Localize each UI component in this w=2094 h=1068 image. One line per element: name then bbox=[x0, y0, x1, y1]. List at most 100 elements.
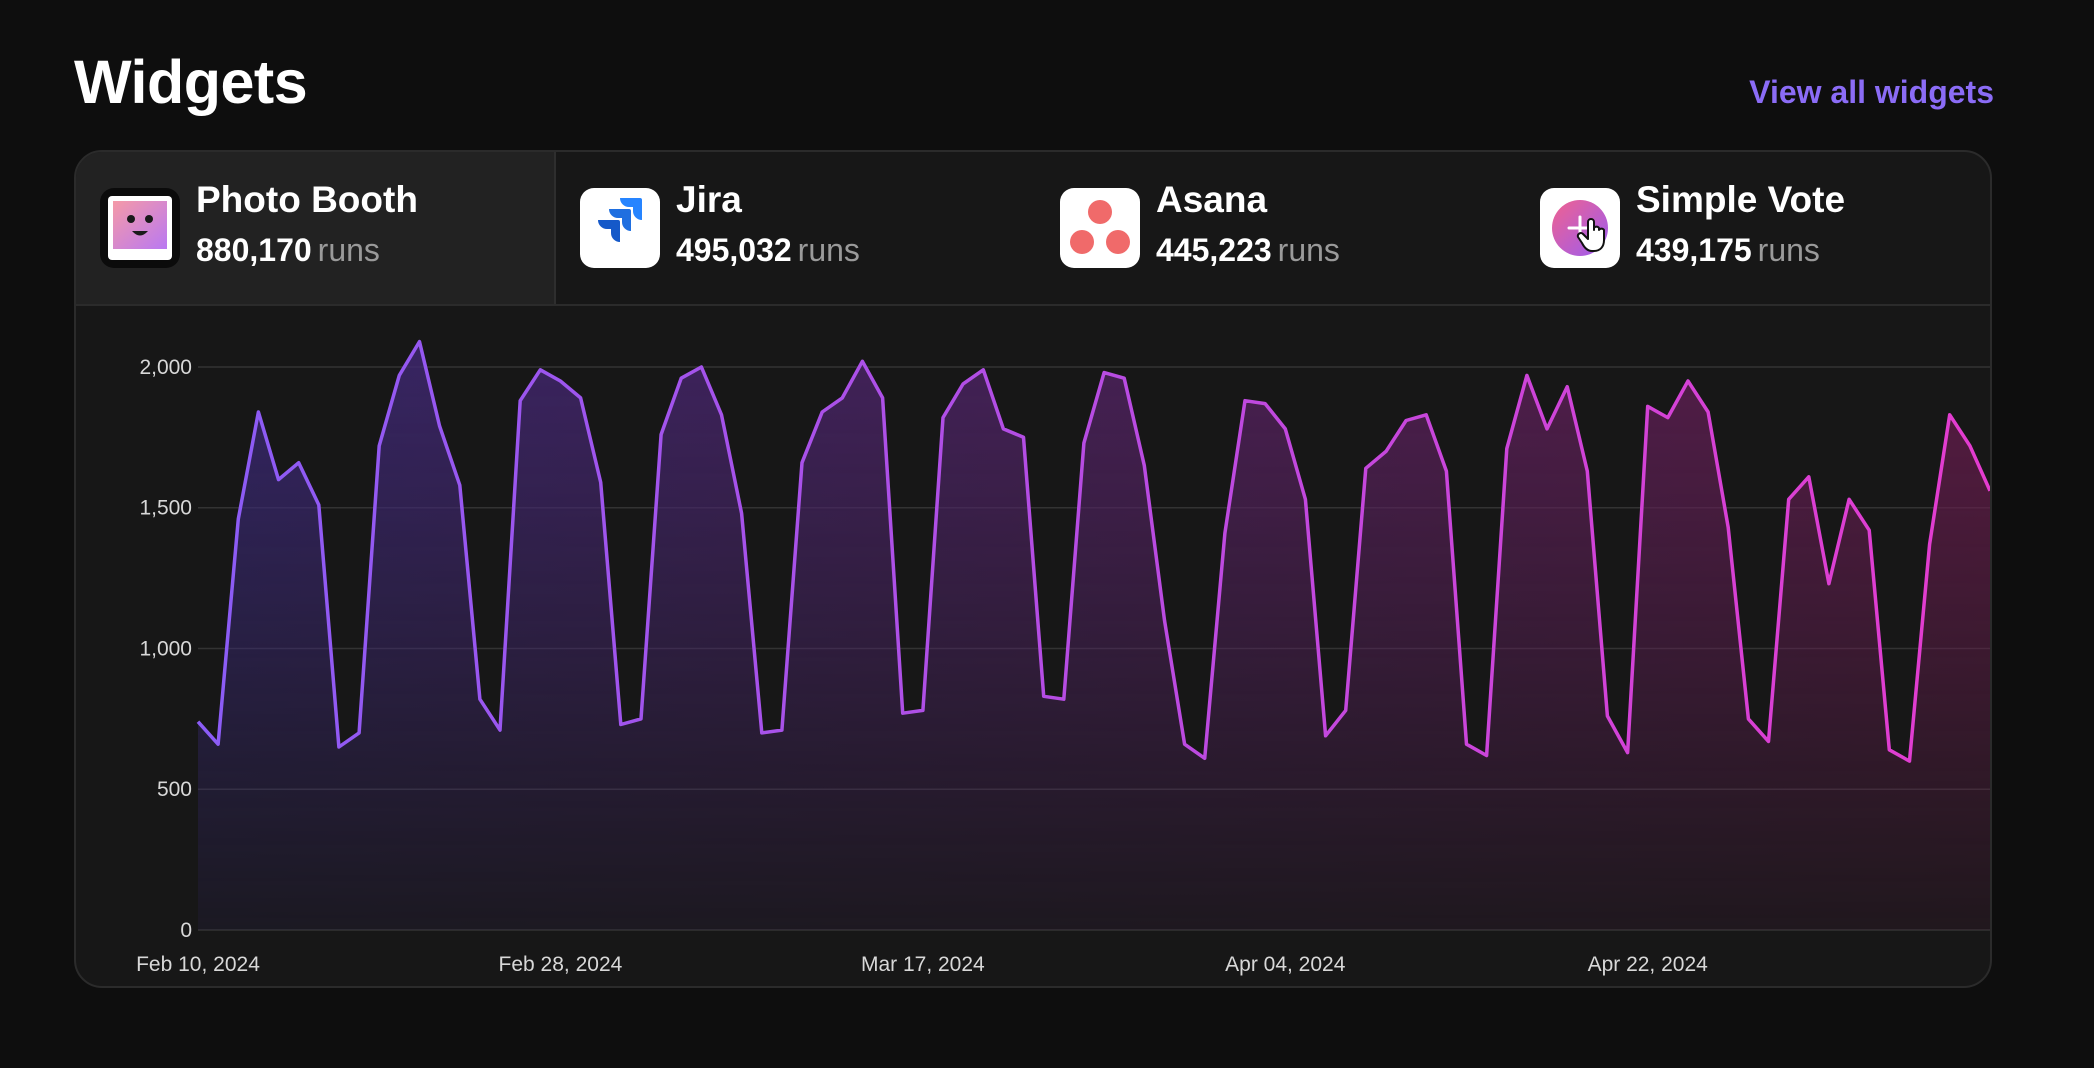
data-point bbox=[333, 741, 345, 753]
data-point bbox=[1783, 493, 1795, 505]
data-point bbox=[1622, 747, 1634, 759]
y-tick-label: 500 bbox=[157, 778, 192, 801]
data-point bbox=[877, 392, 889, 404]
data-point bbox=[1763, 735, 1775, 747]
run-count-unit: runs bbox=[797, 232, 860, 268]
data-point bbox=[1924, 538, 1936, 550]
data-point bbox=[856, 355, 868, 367]
x-axis: Feb 10, 2024 Feb 28, 2024 Mar 17, 2024 Apr … bbox=[136, 953, 1708, 976]
data-point bbox=[1823, 578, 1835, 590]
runs-area-chart: 0 500 1,000 1,500 2,000 Feb 10, 2024 Feb 28, … bbox=[136, 336, 1990, 976]
data-point bbox=[1561, 381, 1573, 393]
data-point bbox=[1863, 524, 1875, 536]
data-point bbox=[1541, 423, 1553, 435]
data-point bbox=[1964, 440, 1976, 452]
data-point bbox=[776, 724, 788, 736]
tab-text: Asana 445,223 runs bbox=[1156, 179, 1340, 271]
run-count-unit: runs bbox=[1757, 232, 1820, 268]
data-point bbox=[1340, 704, 1352, 716]
tab-name: Jira bbox=[676, 179, 742, 220]
data-point bbox=[1521, 369, 1533, 381]
data-point bbox=[1078, 437, 1090, 449]
data-point bbox=[816, 406, 828, 418]
data-point bbox=[454, 479, 466, 491]
data-point bbox=[1219, 527, 1231, 539]
data-point bbox=[434, 420, 446, 432]
y-axis: 0 500 1,000 1,500 2,000 bbox=[139, 356, 192, 942]
data-point bbox=[1118, 372, 1130, 384]
data-point bbox=[514, 395, 526, 407]
data-point bbox=[1018, 431, 1030, 443]
data-point bbox=[1501, 443, 1513, 455]
tab-jira[interactable]: Jira 495,032 runs bbox=[556, 152, 1036, 304]
data-point bbox=[313, 499, 325, 511]
tab-name: Simple Vote bbox=[1636, 179, 1846, 220]
data-point bbox=[554, 375, 566, 387]
run-count-value: 880,170 bbox=[196, 232, 312, 268]
tab-photo-booth[interactable]: Photo Booth 880,170 runs bbox=[76, 152, 556, 304]
x-tick-label: Apr 04, 2024 bbox=[1225, 953, 1346, 976]
data-point bbox=[977, 364, 989, 376]
data-point bbox=[1662, 412, 1674, 424]
data-point bbox=[1642, 400, 1654, 412]
data-point bbox=[252, 406, 264, 418]
data-point bbox=[575, 392, 587, 404]
page-title: Widgets bbox=[74, 48, 308, 116]
widgets-card: Photo Booth 880,170 runs Jira 495,032 runs bbox=[74, 150, 1992, 988]
run-count-value: 495,032 bbox=[676, 232, 792, 268]
data-point bbox=[695, 361, 707, 373]
widget-tabs: Photo Booth 880,170 runs Jira 495,032 runs bbox=[76, 152, 1990, 306]
data-point bbox=[615, 718, 627, 730]
x-tick-label: Feb 28, 2024 bbox=[499, 953, 623, 976]
data-point bbox=[1803, 471, 1815, 483]
data-point bbox=[1722, 521, 1734, 533]
run-count-unit: runs bbox=[317, 232, 380, 268]
tab-run-count: 439,175 runs bbox=[1636, 229, 1845, 271]
data-point bbox=[1038, 690, 1050, 702]
y-tick-label: 0 bbox=[180, 919, 192, 942]
data-point bbox=[595, 476, 607, 488]
tab-text: Photo Booth 880,170 runs bbox=[196, 179, 418, 271]
data-point bbox=[897, 707, 909, 719]
simple-vote-icon bbox=[1540, 188, 1620, 268]
data-point bbox=[716, 409, 728, 421]
data-point bbox=[675, 372, 687, 384]
jira-icon bbox=[580, 188, 660, 268]
data-point bbox=[1581, 465, 1593, 477]
asana-icon bbox=[1060, 188, 1140, 268]
tab-asana[interactable]: Asana 445,223 runs bbox=[1036, 152, 1516, 304]
data-point bbox=[1601, 710, 1613, 722]
data-point bbox=[1460, 738, 1472, 750]
data-point bbox=[413, 336, 425, 348]
tab-name: Photo Booth bbox=[196, 179, 418, 220]
data-point bbox=[1742, 713, 1754, 725]
data-point bbox=[1158, 614, 1170, 626]
data-point bbox=[293, 457, 305, 469]
data-point bbox=[1320, 730, 1332, 742]
data-point bbox=[494, 724, 506, 736]
run-count-value: 445,223 bbox=[1156, 232, 1272, 268]
data-point bbox=[937, 412, 949, 424]
series-area-fill bbox=[198, 341, 1990, 931]
data-point bbox=[635, 713, 647, 725]
data-point bbox=[273, 474, 285, 486]
tab-run-count: 495,032 runs bbox=[676, 229, 860, 271]
data-point bbox=[796, 457, 808, 469]
data-point bbox=[1058, 693, 1070, 705]
data-point bbox=[997, 423, 1009, 435]
data-point bbox=[736, 507, 748, 519]
data-point bbox=[534, 364, 546, 376]
view-all-widgets-link[interactable]: View all widgets bbox=[1749, 74, 1994, 110]
data-point bbox=[1944, 409, 1956, 421]
tab-run-count: 445,223 runs bbox=[1156, 229, 1340, 271]
data-point bbox=[1682, 375, 1694, 387]
x-tick-label: Mar 17, 2024 bbox=[861, 953, 985, 976]
data-point bbox=[353, 727, 365, 739]
data-point bbox=[1199, 752, 1211, 764]
x-tick-label: Feb 10, 2024 bbox=[136, 953, 260, 976]
tab-simple-vote[interactable]: Simple Vote 439,175 runs bbox=[1516, 152, 1990, 304]
data-point bbox=[232, 513, 244, 525]
photo-booth-icon bbox=[100, 188, 180, 268]
data-point bbox=[373, 440, 385, 452]
